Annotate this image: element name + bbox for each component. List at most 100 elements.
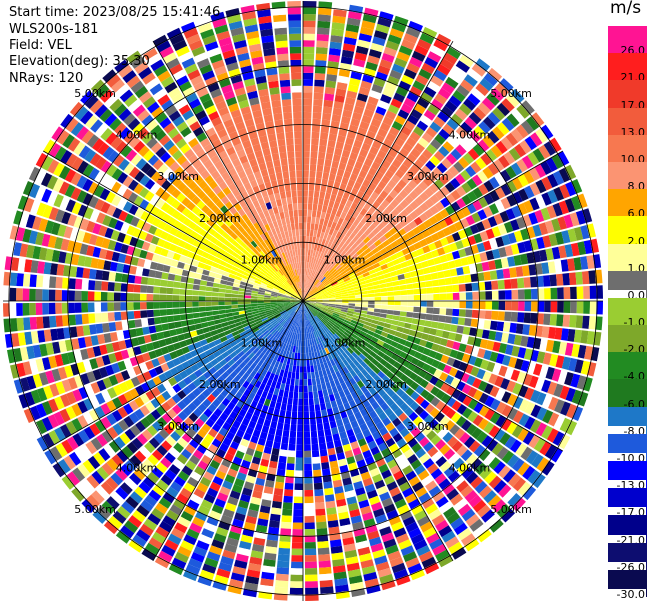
range-gate xyxy=(402,266,410,274)
range-gate xyxy=(265,412,273,421)
range-gate xyxy=(51,249,61,263)
range-gate xyxy=(224,343,232,351)
range-gate xyxy=(164,452,176,464)
range-gate xyxy=(355,432,364,441)
range-gate xyxy=(73,241,83,254)
range-gate xyxy=(486,92,500,106)
range-gate xyxy=(374,239,382,247)
range-gate xyxy=(567,228,577,243)
range-gate xyxy=(342,227,349,236)
range-gate xyxy=(326,408,334,416)
range-gate xyxy=(199,285,207,291)
range-gate xyxy=(318,329,323,336)
range-gate xyxy=(498,484,512,498)
range-gate xyxy=(177,390,187,400)
range-gate xyxy=(80,373,90,386)
range-gate xyxy=(303,53,315,60)
range-gate xyxy=(349,377,357,386)
range-gate xyxy=(233,318,241,324)
range-gate xyxy=(460,121,473,134)
range-gate xyxy=(558,167,571,183)
range-gate xyxy=(291,555,303,562)
range-gate xyxy=(279,309,286,313)
range-gate xyxy=(469,518,484,532)
range-gate xyxy=(354,303,362,307)
range-gate xyxy=(176,493,189,505)
range-gate xyxy=(303,346,306,354)
range-gate xyxy=(366,489,378,499)
range-gate xyxy=(263,299,271,301)
range-gate xyxy=(476,504,491,518)
range-gate xyxy=(297,333,300,340)
range-gate xyxy=(516,158,528,173)
range-gate xyxy=(361,565,376,575)
range-gate xyxy=(257,301,264,304)
range-gate xyxy=(385,204,395,213)
range-gate xyxy=(226,316,234,322)
range-gate xyxy=(400,306,408,312)
range-gate xyxy=(333,9,347,18)
range-gate xyxy=(318,7,332,16)
range-gate xyxy=(430,75,444,87)
range-gate xyxy=(432,314,440,322)
range-gate xyxy=(511,345,520,357)
range-gate xyxy=(303,66,314,73)
range-gate xyxy=(345,556,359,565)
range-gate xyxy=(334,322,342,328)
range-gate xyxy=(239,284,247,289)
range-gate xyxy=(389,427,399,438)
range-gate xyxy=(161,323,169,331)
range-gate xyxy=(413,241,422,250)
range-gate xyxy=(495,140,508,154)
range-gate xyxy=(291,318,295,325)
range-gate xyxy=(337,425,346,433)
range-gate xyxy=(268,427,276,435)
range-gate xyxy=(405,377,414,387)
range-gate xyxy=(533,363,543,376)
range-gate xyxy=(151,386,161,397)
range-gate xyxy=(309,299,317,301)
range-gate xyxy=(322,333,328,341)
range-gate xyxy=(146,214,156,224)
range-gate xyxy=(456,267,464,276)
range-gate xyxy=(111,454,124,467)
range-gate xyxy=(132,534,147,548)
range-gate xyxy=(353,139,363,149)
range-gate xyxy=(384,169,395,179)
range-gate xyxy=(305,306,309,313)
range-gate xyxy=(372,473,383,484)
range-gate xyxy=(549,137,562,153)
range-gate xyxy=(391,393,400,403)
range-gate xyxy=(303,177,309,184)
range-gate xyxy=(199,569,215,581)
range-gate xyxy=(290,311,296,317)
range-gate xyxy=(307,326,310,334)
range-gate xyxy=(392,280,400,287)
range-gate xyxy=(529,182,541,196)
range-gate xyxy=(61,290,69,301)
range-gate xyxy=(275,324,282,331)
range-gate xyxy=(238,369,246,377)
range-gate xyxy=(211,504,224,515)
range-gate xyxy=(474,480,488,494)
range-gate xyxy=(382,252,390,259)
range-gate xyxy=(384,277,393,283)
range-gate xyxy=(398,255,407,263)
range-gate xyxy=(372,347,380,355)
range-gate xyxy=(301,307,303,315)
range-gate xyxy=(517,312,525,323)
range-gate xyxy=(24,391,36,407)
range-gate xyxy=(363,275,372,281)
range-gate xyxy=(216,343,224,350)
range-gate xyxy=(156,417,168,428)
range-gate xyxy=(478,448,491,462)
range-gate xyxy=(274,331,280,338)
range-gate xyxy=(123,415,135,428)
range-gate xyxy=(173,314,181,322)
range-gate xyxy=(468,112,482,125)
range-gate xyxy=(460,79,474,92)
range-gate xyxy=(353,366,361,375)
range-gate xyxy=(450,189,461,201)
range-gate xyxy=(373,288,381,293)
range-gate xyxy=(319,267,325,274)
